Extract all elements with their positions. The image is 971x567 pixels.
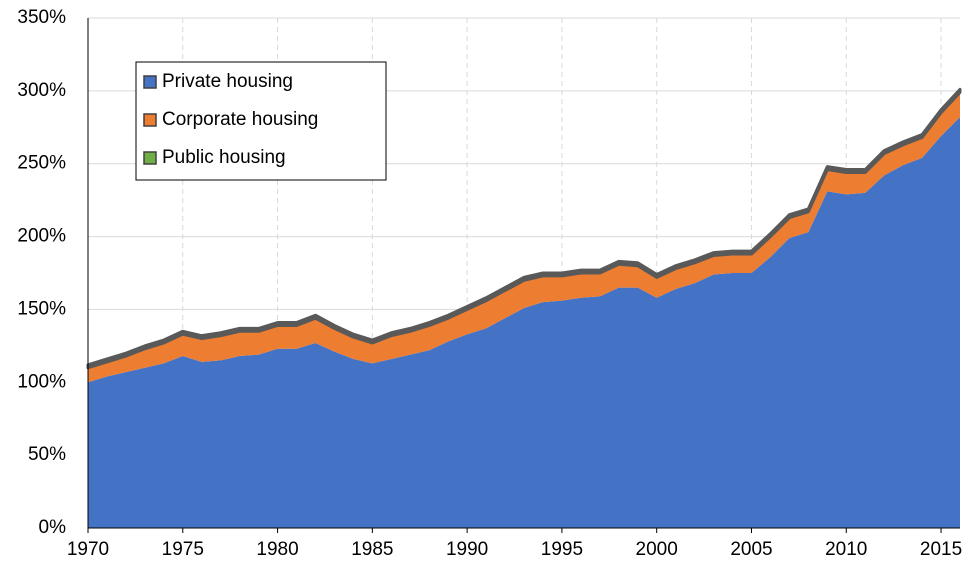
area — [88, 117, 960, 528]
y-tick-label: 350% — [17, 7, 66, 28]
area — [88, 92, 960, 383]
legend-swatch — [143, 113, 157, 127]
area — [86, 87, 962, 370]
legend-label: Public housing — [162, 147, 286, 168]
x-tick-label: 1970 — [67, 539, 109, 560]
x-tick-label: 1990 — [446, 539, 488, 560]
legend-swatch — [143, 75, 157, 89]
y-tick-label: 250% — [17, 153, 66, 174]
x-tick-label: 1975 — [162, 539, 204, 560]
x-tick-label: 1980 — [256, 539, 298, 560]
legend-swatch — [143, 151, 157, 165]
x-tick-label: 2010 — [825, 539, 867, 560]
x-tick-label: 1995 — [541, 539, 583, 560]
y-tick-label: 100% — [17, 371, 66, 392]
y-tick-label: 300% — [17, 80, 66, 101]
legend-label: Private housing — [162, 71, 293, 92]
y-tick-label: 150% — [17, 298, 66, 319]
legend-label: Corporate housing — [162, 109, 318, 130]
x-tick-label: 2000 — [636, 539, 678, 560]
y-tick-label: 200% — [17, 226, 66, 247]
legend-box — [135, 61, 387, 181]
x-tick-label: 2015 — [920, 539, 962, 560]
y-tick-label: 50% — [28, 444, 66, 465]
y-tick-label: 0% — [39, 517, 67, 538]
x-tick-label: 2005 — [730, 539, 772, 560]
x-tick-label: 1985 — [351, 539, 393, 560]
